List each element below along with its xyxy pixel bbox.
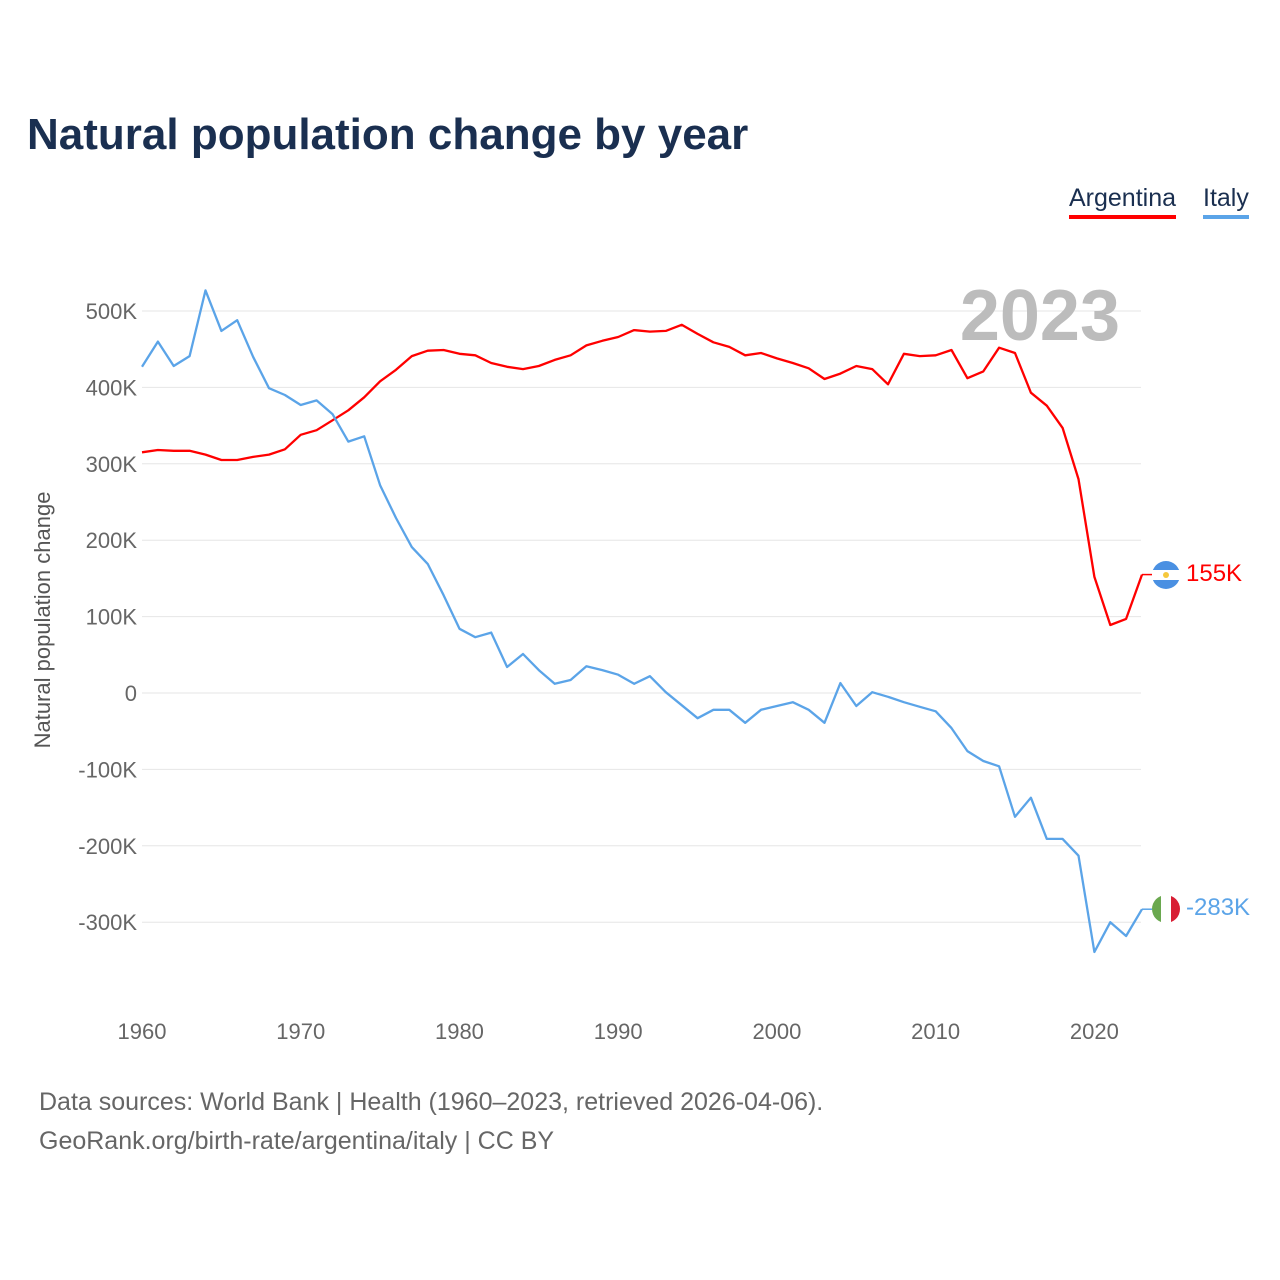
y-tick-label: 200K — [86, 528, 138, 553]
chart-title: Natural population change by year — [27, 110, 749, 159]
x-tick-label: 2000 — [752, 1019, 801, 1044]
italy-end-label: -283K — [1186, 894, 1250, 921]
x-axis-ticks: 1960 1970 1980 1990 2000 2010 2020 — [118, 1019, 1119, 1044]
footer-source: Data sources: World Bank | Health (1960–… — [39, 1088, 824, 1116]
y-axis-label: Natural population change — [30, 492, 55, 749]
y-tick-label: 300K — [86, 452, 138, 477]
argentina-end-label: 155K — [1186, 560, 1242, 587]
y-tick-label: 400K — [86, 375, 138, 400]
legend-item-italy[interactable]: Italy — [1203, 184, 1249, 219]
y-tick-label: 500K — [86, 299, 138, 324]
y-tick-label: -100K — [78, 757, 137, 782]
x-tick-label: 2010 — [911, 1019, 960, 1044]
y-tick-label: -200K — [78, 834, 137, 859]
gridlines — [142, 310, 1141, 923]
x-tick-label: 1980 — [435, 1019, 484, 1044]
x-tick-label: 1990 — [594, 1019, 643, 1044]
y-axis-ticks: 500K 400K 300K 200K 100K 0 -100K -200K -300K — [78, 299, 137, 935]
x-tick-label: 1960 — [118, 1019, 167, 1044]
italy-flag-icon — [1152, 895, 1180, 923]
y-tick-label: 0 — [125, 681, 137, 706]
y-tick-label: 100K — [86, 605, 138, 630]
argentina-flag-icon — [1152, 561, 1180, 589]
y-tick-label: -300K — [78, 910, 137, 935]
legend-item-argentina[interactable]: Argentina — [1069, 184, 1177, 219]
x-tick-label: 1970 — [276, 1019, 325, 1044]
series-line-italy — [141, 289, 1143, 954]
footer-link[interactable]: GeoRank.org/birth-rate/argentina/italy |… — [39, 1127, 555, 1155]
series-line-argentina — [141, 323, 1144, 627]
series-lines — [141, 289, 1152, 954]
year-watermark: 2023 — [960, 276, 1120, 356]
x-tick-label: 2020 — [1070, 1019, 1119, 1044]
